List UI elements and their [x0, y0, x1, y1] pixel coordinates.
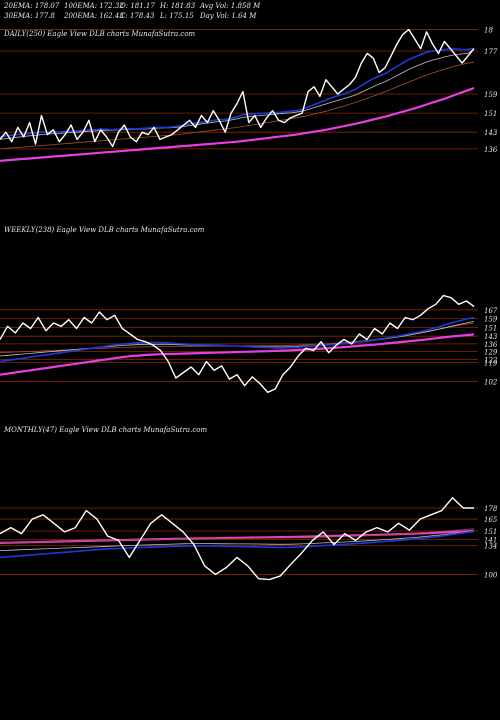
- day-volume-value: Day Vol: 1.64 M: [200, 12, 257, 20]
- ema200-value: 200EMA: 162.43: [64, 12, 124, 20]
- daily-price-line: [0, 28, 475, 148]
- ema100-value: 100EMA: 172.32: [64, 2, 124, 10]
- high-value: H: 181.83: [160, 2, 196, 10]
- daily-y-tick: 159: [484, 91, 498, 99]
- monthly-y-tick: 151: [484, 528, 497, 536]
- avg-volume-value: Avg Vol: 1.858 M: [200, 2, 261, 10]
- weekly-y-tick: 151: [484, 324, 497, 332]
- weekly-y-tick: 143: [484, 333, 498, 341]
- monthly-y-tick: 178: [484, 505, 498, 513]
- daily-ema200-line: [0, 86, 475, 162]
- weekly-y-tick: 122: [484, 356, 498, 364]
- monthly-y-tick: 134: [484, 542, 497, 550]
- monthly-ema30-line: [0, 530, 475, 551]
- weekly-panel-title: WEEKLY(238) Eagle View DLB charts Munafa…: [4, 226, 205, 234]
- ema20-value: 20EMA: 178.07: [4, 2, 60, 10]
- low-value: L: 175.15: [160, 12, 194, 20]
- weekly-ema20-line: [0, 316, 475, 363]
- daily-y-tick: 136: [484, 146, 498, 154]
- daily-y-tick: 177: [484, 48, 498, 56]
- monthly-price-line: [0, 497, 474, 581]
- daily-y-tick: 18: [484, 27, 493, 35]
- close-value: C: 178.43: [120, 12, 155, 20]
- weekly-y-tick: 102: [484, 378, 498, 386]
- weekly-y-tick: 159: [484, 316, 498, 324]
- monthly-y-tick: 165: [484, 516, 498, 524]
- ema30-value: 30EMA: 177.8: [4, 12, 55, 20]
- monthly-ema20-line: [0, 530, 475, 559]
- monthly-y-tick: 141: [484, 537, 497, 545]
- monthly-y-tick: 100: [484, 571, 498, 579]
- weekly-y-tick: 119: [484, 360, 498, 368]
- weekly-ema200-line: [0, 333, 475, 376]
- weekly-y-tick: 167: [484, 307, 498, 315]
- daily-y-tick: 151: [484, 110, 497, 118]
- weekly-price-line: [0, 294, 475, 393]
- open-value: O: 181.17: [120, 2, 155, 10]
- daily-ema30-line: [0, 48, 475, 140]
- weekly-y-tick: 129: [484, 349, 498, 357]
- weekly-y-tick: 136: [484, 341, 498, 349]
- daily-y-tick: 143: [484, 129, 498, 137]
- monthly-panel-title: MONTHLY(47) Eagle View DLB charts Munafa…: [4, 426, 208, 434]
- daily-ema20-line: [0, 47, 475, 138]
- daily-panel-title: DAILY(250) Eagle View DLB charts MunafaS…: [4, 30, 196, 38]
- daily-ema100-line: [0, 61, 475, 150]
- monthly-ema100-line: [0, 528, 475, 544]
